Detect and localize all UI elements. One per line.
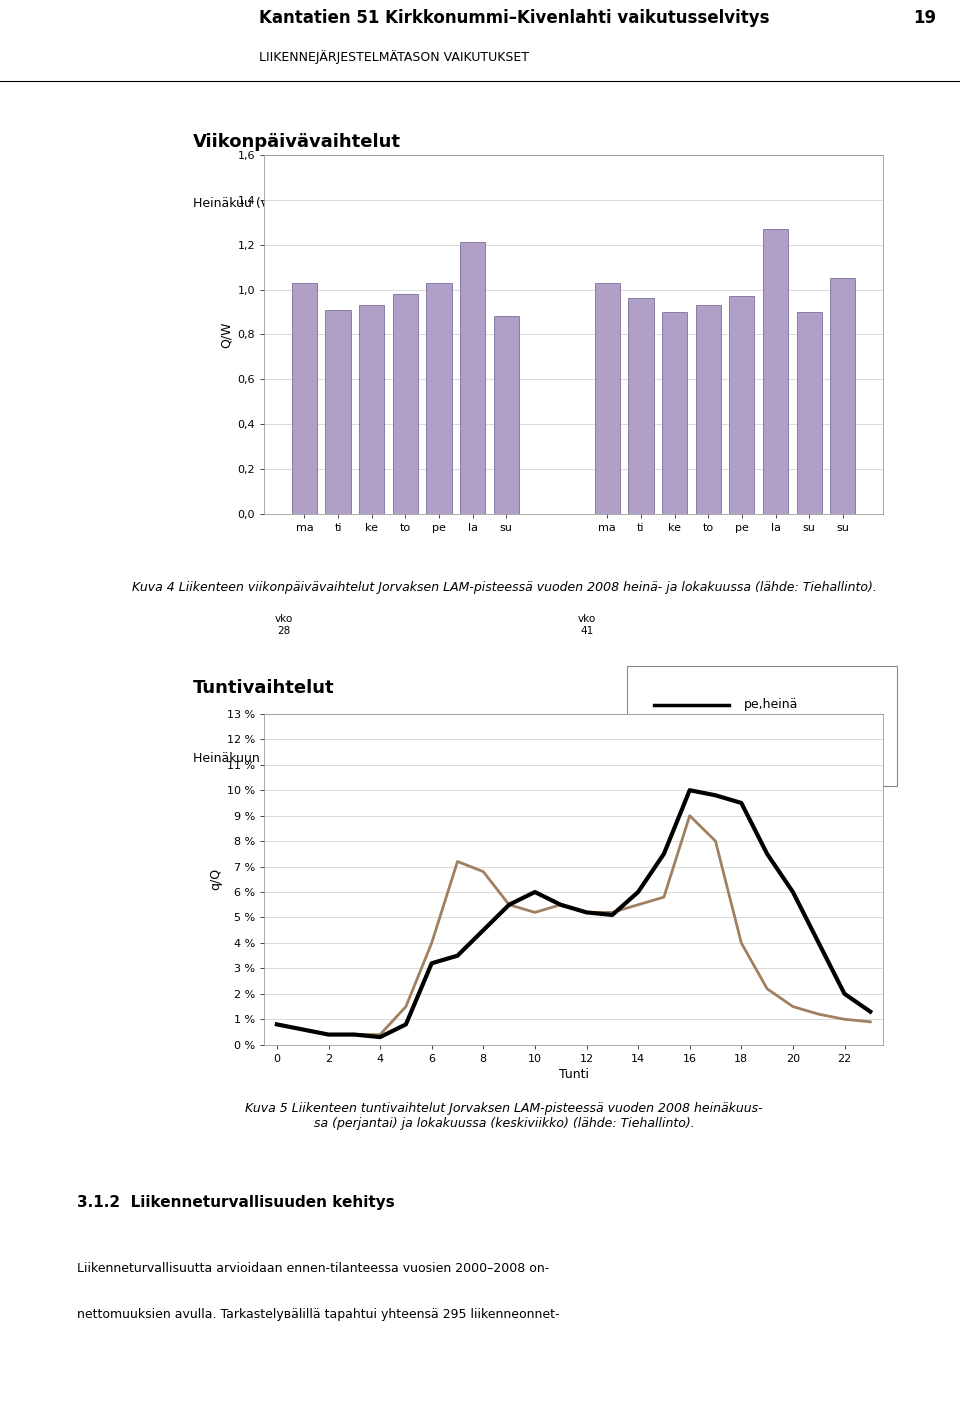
Bar [325, 310, 350, 514]
Bar [460, 242, 485, 514]
Text: vko
41: vko 41 [578, 614, 596, 636]
Text: pe,heinä: pe,heinä [744, 698, 798, 711]
Text: LIIKENNEJÄRJESTELMÄTASON VAIKUTUKSET: LIIKENNEJÄRJESTELMÄTASON VAIKUTUKSET [259, 49, 529, 63]
Text: 19: 19 [913, 10, 936, 27]
Bar [628, 298, 654, 514]
Bar [493, 317, 519, 514]
X-axis label: Tunti: Tunti [559, 1067, 588, 1081]
Y-axis label: q/Q: q/Q [209, 869, 223, 890]
Bar [797, 313, 822, 514]
FancyBboxPatch shape [628, 666, 897, 786]
Bar [662, 313, 687, 514]
Text: Kuva 5 Liikenteen tuntivaihtelut Jorvaksen LAM-pisteessä vuoden 2008 heinäkuus-
: Kuva 5 Liikenteen tuntivaihtelut Jorvaks… [245, 1102, 763, 1131]
Bar [359, 306, 384, 514]
Text: vko
28: vko 28 [276, 614, 294, 636]
Bar [292, 283, 317, 514]
Text: Kuva 4 Liikenteen viikonpäivävaihtelut Jorvaksen LAM-pisteessä vuoden 2008 heinä: Kuva 4 Liikenteen viikonpäivävaihtelut J… [132, 582, 876, 594]
Bar [763, 230, 788, 514]
Bar [594, 283, 620, 514]
Y-axis label: Q/W: Q/W [220, 321, 233, 348]
Text: 3.1.2  Liikenneturvallisuuden kehitys: 3.1.2 Liikenneturvallisuuden kehitys [77, 1195, 395, 1211]
Bar [393, 294, 418, 514]
Bar [426, 283, 451, 514]
Text: Tuntivaihtelut: Tuntivaihtelut [193, 679, 335, 697]
Text: Liikenneturvallisuutta arvioidaan ennen-tilanteessa vuosien 2000–2008 on-: Liikenneturvallisuutta arvioidaan ennen-… [77, 1262, 549, 1276]
Text: nettomuuksien avulla. Tarkastelувälillä tapahtui yhteensä 295 liikenneonnet-: nettomuuksien avulla. Tarkastelувälillä … [77, 1308, 560, 1321]
Text: Kantatien 51 Kirkkonummi–Kivenlahti vaikutusselvitys: Kantatien 51 Kirkkonummi–Kivenlahti vaik… [259, 10, 770, 27]
Bar [830, 279, 855, 514]
Text: Heinäkuun perjantai ja lokakuun keskiviikko: Heinäkuun perjantai ja lokakuun keskivii… [193, 752, 468, 765]
Bar [730, 296, 755, 514]
Text: Heinäkuu (vko 28) ja lokakuu (vko 41): Heinäkuu (vko 28) ja lokakuu (vko 41) [193, 197, 430, 210]
Bar [696, 306, 721, 514]
Text: Viikonpäivävaihtelut: Viikonpäivävaihtelut [193, 134, 401, 151]
Text: ke,loka: ke,loka [744, 745, 788, 759]
